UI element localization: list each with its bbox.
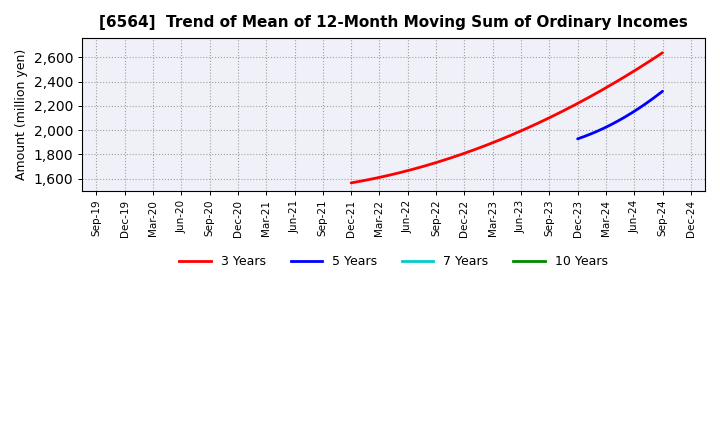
Title: [6564]  Trend of Mean of 12-Month Moving Sum of Ordinary Incomes: [6564] Trend of Mean of 12-Month Moving … xyxy=(99,15,688,30)
Legend: 3 Years, 5 Years, 7 Years, 10 Years: 3 Years, 5 Years, 7 Years, 10 Years xyxy=(174,250,613,273)
Y-axis label: Amount (million yen): Amount (million yen) xyxy=(15,49,28,180)
